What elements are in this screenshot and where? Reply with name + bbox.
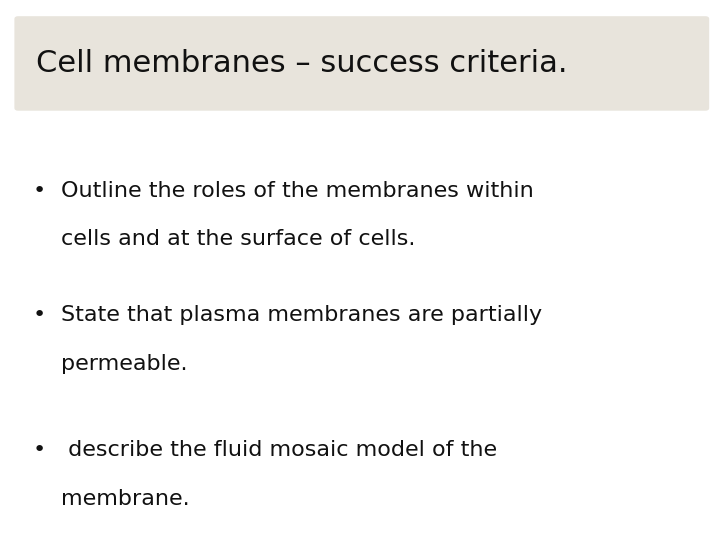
Text: State that plasma membranes are partially: State that plasma membranes are partiall… [61, 305, 542, 325]
Text: permeable.: permeable. [61, 354, 188, 374]
Text: •: • [32, 181, 45, 201]
FancyBboxPatch shape [14, 16, 709, 111]
Text: •: • [32, 440, 45, 460]
Text: •: • [32, 305, 45, 325]
Text: Outline the roles of the membranes within: Outline the roles of the membranes withi… [61, 181, 534, 201]
Text: describe the fluid mosaic model of the: describe the fluid mosaic model of the [61, 440, 498, 460]
Text: membrane.: membrane. [61, 489, 190, 509]
Text: Cell membranes – success criteria.: Cell membranes – success criteria. [36, 49, 567, 78]
Text: cells and at the surface of cells.: cells and at the surface of cells. [61, 230, 415, 249]
